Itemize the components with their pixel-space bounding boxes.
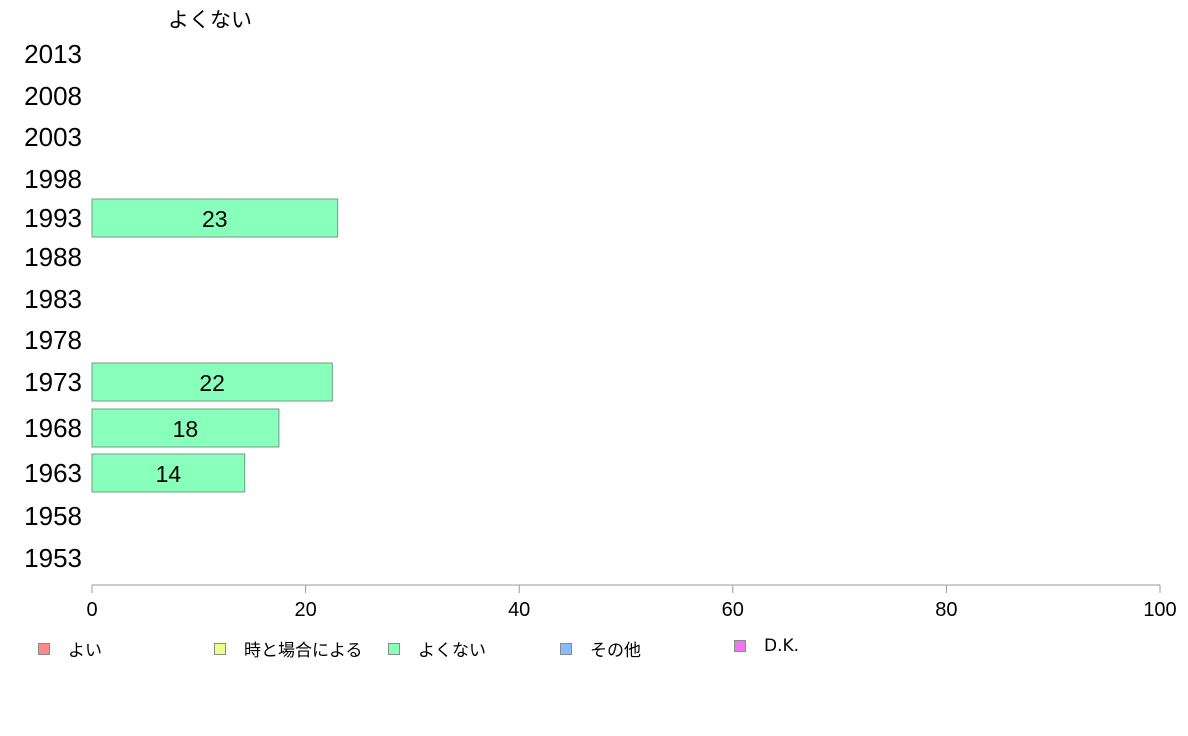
legend-label: 時と場合による [244, 641, 363, 661]
category-label: 1968 [24, 413, 82, 443]
chart-title: よくない [168, 8, 252, 32]
category-label: 2008 [24, 81, 82, 111]
category-label: 2013 [24, 39, 82, 69]
legend-item-other: その他 [560, 636, 641, 661]
x-tick-label: 100 [1143, 599, 1176, 621]
legend-label: D.K. [764, 636, 800, 656]
legend-label: よい [68, 641, 102, 661]
bar [91, 408, 280, 448]
data-label: 14 [156, 461, 182, 487]
category-label: 1983 [24, 284, 82, 314]
legend: よい 時と場合による よくない その他 D.K. [38, 636, 1138, 661]
x-tick-label: 0 [86, 599, 97, 621]
category-label: 1953 [24, 543, 82, 573]
category-label: 1973 [24, 367, 82, 397]
legend-item-depends: 時と場合による [214, 636, 363, 661]
legend-item-dk: D.K. [734, 636, 799, 656]
bar [91, 198, 339, 238]
data-label: 23 [202, 206, 228, 232]
category-label: 1998 [24, 164, 82, 194]
category-label: 1993 [24, 203, 82, 233]
category-label: 1978 [24, 325, 82, 355]
category-label: 2003 [24, 122, 82, 152]
legend-swatch [38, 642, 50, 655]
legend-item-yokunai: よくない [388, 636, 486, 661]
x-tick-label: 20 [294, 599, 316, 621]
category-label: 1963 [24, 458, 82, 488]
legend-item-yoi: よい [38, 636, 102, 661]
legend-swatch [734, 640, 746, 652]
data-label: 18 [173, 416, 199, 442]
x-tick-label: 40 [508, 599, 530, 621]
bar [91, 453, 246, 493]
category-label: 1988 [24, 242, 82, 272]
legend-swatch [388, 642, 400, 655]
data-label: 22 [199, 370, 225, 396]
legend-swatch [214, 642, 226, 655]
legend-label: よくない [418, 641, 486, 661]
legend-label: その他 [590, 641, 641, 661]
legend-swatch [560, 642, 572, 655]
x-tick-label: 60 [722, 599, 744, 621]
bar-chart: 2013 2008 2003 1998 1993 1988 1983 1978 1973 1968… [24, 39, 1177, 621]
bar [91, 362, 333, 402]
category-label: 1958 [24, 501, 82, 531]
x-tick-label: 80 [935, 599, 957, 621]
